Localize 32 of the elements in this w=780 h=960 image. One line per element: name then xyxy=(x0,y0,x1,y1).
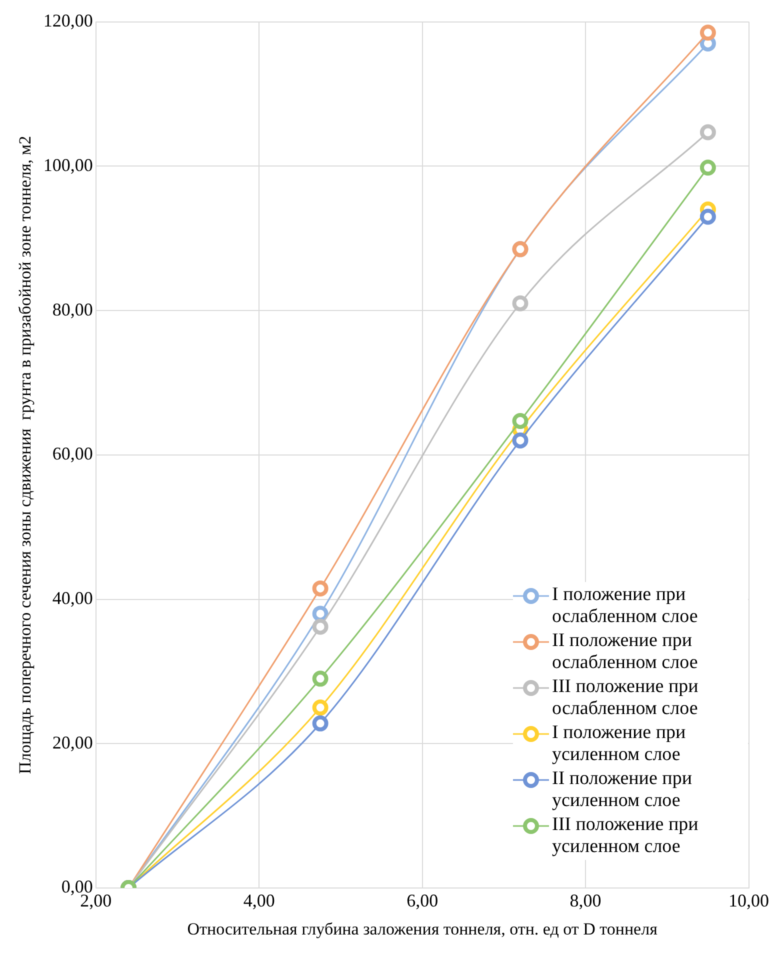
legend-label: II положение при усиленном слое xyxy=(552,768,693,812)
point xyxy=(312,700,328,716)
x-axis-title: Относительная глубина заложения тоннеля, отн. ед от D тоннеля xyxy=(187,919,658,938)
point xyxy=(312,670,328,687)
point xyxy=(312,580,328,596)
point xyxy=(512,412,528,429)
point xyxy=(700,208,716,225)
point xyxy=(312,715,328,732)
y-tick-label: 40,00 xyxy=(52,588,93,608)
y-tick-label: 80,00 xyxy=(52,299,93,320)
legend-label: III положение при усиленном слое xyxy=(552,814,700,858)
point xyxy=(312,618,328,635)
x-tick-label: 4,00 xyxy=(243,890,275,911)
point xyxy=(512,432,528,448)
point xyxy=(700,24,716,41)
legend-label: III положение при ослабленном слое xyxy=(552,676,700,720)
point xyxy=(312,606,328,622)
point xyxy=(700,160,716,176)
y-axis-title: Площадь поперечного сечения зоны сдвижения грунта в призабойной зоне тоннеля, м2 xyxy=(16,136,35,774)
y-tick-label: 20,00 xyxy=(52,732,93,752)
y-tick-label: 60,00 xyxy=(52,444,93,464)
y-tick-label: 0,00 xyxy=(61,876,93,897)
legend-label: II положение при ослабленном слое xyxy=(552,630,699,674)
y-tick-label: 100,00 xyxy=(43,154,93,175)
point xyxy=(512,295,528,312)
x-tick-label: 6,00 xyxy=(406,890,438,911)
x-tick-label: 8,00 xyxy=(570,890,602,911)
y-tick-label: 120,00 xyxy=(43,10,93,31)
point xyxy=(700,124,716,140)
x-tick-label: 10,00 xyxy=(728,890,769,911)
legend-label: I положение при ослабленном слое xyxy=(552,584,699,628)
legend-label: I положение при усиленном слое xyxy=(552,722,687,766)
